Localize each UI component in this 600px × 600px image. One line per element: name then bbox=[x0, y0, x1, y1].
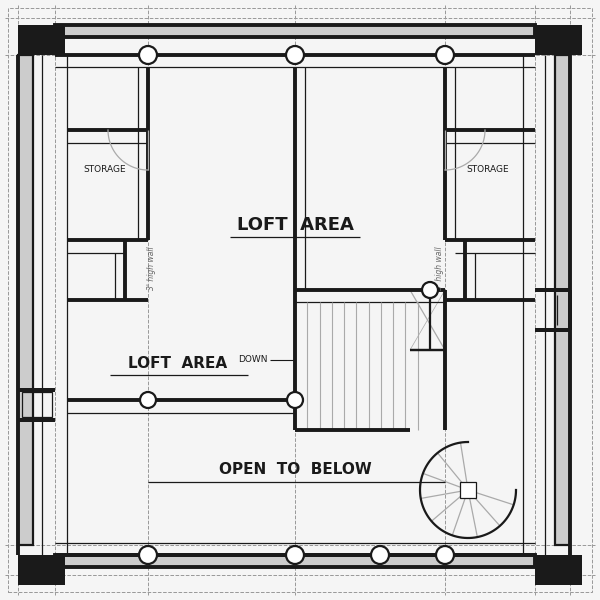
Text: LOFT  AREA: LOFT AREA bbox=[128, 355, 227, 370]
Circle shape bbox=[436, 546, 454, 564]
Circle shape bbox=[371, 546, 389, 564]
Text: OPEN  TO  BELOW: OPEN TO BELOW bbox=[218, 463, 371, 478]
Bar bbox=[555, 55, 570, 545]
Text: LOFT  AREA: LOFT AREA bbox=[236, 216, 353, 234]
Text: 3' high wall: 3' high wall bbox=[434, 246, 443, 290]
Bar bbox=[535, 555, 582, 585]
Bar bbox=[18, 55, 33, 545]
Bar bbox=[22, 392, 52, 417]
Bar bbox=[55, 555, 535, 567]
Circle shape bbox=[287, 392, 303, 408]
Text: STORAGE: STORAGE bbox=[467, 166, 509, 175]
Text: STORAGE: STORAGE bbox=[83, 166, 127, 175]
Circle shape bbox=[286, 546, 304, 564]
Bar bbox=[18, 55, 33, 545]
Bar bbox=[18, 555, 65, 585]
Bar bbox=[55, 555, 535, 567]
Bar bbox=[55, 25, 535, 37]
Circle shape bbox=[139, 46, 157, 64]
Bar bbox=[18, 25, 65, 55]
Bar bbox=[55, 25, 535, 37]
Text: DOWN: DOWN bbox=[239, 355, 268, 364]
Circle shape bbox=[140, 392, 156, 408]
Text: 3' high wall: 3' high wall bbox=[148, 246, 157, 290]
Circle shape bbox=[139, 546, 157, 564]
Circle shape bbox=[422, 282, 438, 298]
Bar bbox=[460, 482, 476, 498]
Bar bbox=[555, 55, 570, 545]
Circle shape bbox=[436, 46, 454, 64]
Circle shape bbox=[286, 46, 304, 64]
Bar bbox=[535, 25, 582, 55]
